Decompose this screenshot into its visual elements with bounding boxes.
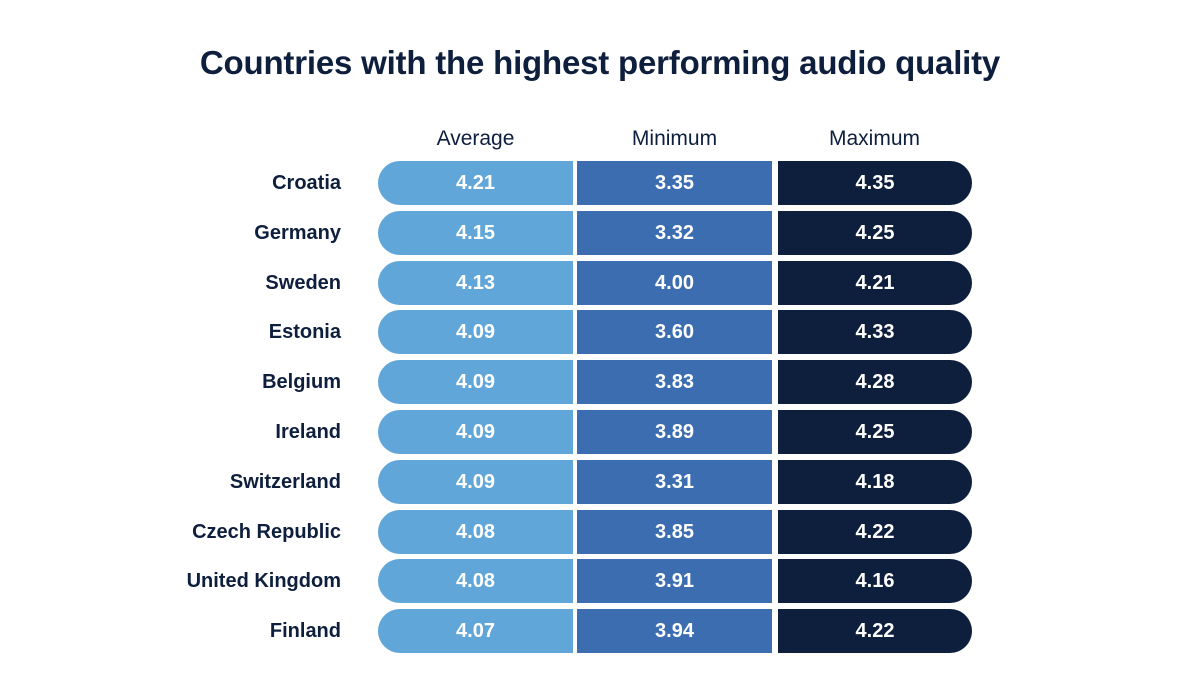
- table-row: Germany 4.15 3.32 4.25: [0, 211, 1200, 255]
- cell-maximum: 4.16: [778, 559, 972, 603]
- cell-maximum: 4.18: [778, 460, 972, 504]
- table-row: United Kingdom 4.08 3.91 4.16: [0, 559, 1200, 603]
- row-label-country: Belgium: [262, 371, 341, 393]
- table-row: Croatia 4.21 3.35 4.35: [0, 161, 1200, 205]
- cell-maximum: 4.35: [778, 161, 972, 205]
- cell-maximum: 4.33: [778, 310, 972, 354]
- cell-minimum: 3.85: [577, 510, 772, 554]
- cell-maximum: 4.25: [778, 410, 972, 454]
- chart-title: Countries with the highest performing au…: [199, 44, 1001, 81]
- cell-average: 4.21: [378, 161, 573, 205]
- row-label-country: Croatia: [272, 172, 341, 194]
- cell-average: 4.09: [378, 310, 573, 354]
- cell-minimum: 4.00: [577, 261, 772, 305]
- row-label-country: United Kingdom: [186, 570, 341, 592]
- cell-minimum: 3.91: [577, 559, 772, 603]
- cell-average: 4.07: [378, 609, 573, 653]
- cell-minimum: 3.31: [577, 460, 772, 504]
- cell-average: 4.13: [378, 261, 573, 305]
- cell-average: 4.08: [378, 510, 573, 554]
- row-label-country: Sweden: [265, 272, 341, 294]
- row-label-country: Switzerland: [229, 471, 341, 493]
- table-row: Belgium 4.09 3.83 4.28: [0, 360, 1200, 404]
- table-row: Sweden 4.13 4.00 4.21: [0, 261, 1200, 305]
- table-row: Switzerland 4.09 3.31 4.18: [0, 460, 1200, 504]
- table-row: Finland 4.07 3.94 4.22: [0, 609, 1200, 653]
- row-label-country: Ireland: [275, 421, 341, 443]
- cell-maximum: 4.21: [778, 261, 972, 305]
- table-row: Ireland 4.09 3.89 4.25: [0, 410, 1200, 454]
- cell-average: 4.15: [378, 211, 573, 255]
- column-header-maximum: Maximum: [828, 127, 920, 150]
- cell-minimum: 3.32: [577, 211, 772, 255]
- row-label-country: Germany: [254, 222, 341, 244]
- row-label-country: Czech Republic: [192, 521, 341, 543]
- column-header-minimum: Minimum: [631, 127, 718, 150]
- cell-maximum: 4.22: [778, 609, 972, 653]
- cell-minimum: 3.89: [577, 410, 772, 454]
- cell-minimum: 3.94: [577, 609, 772, 653]
- cell-maximum: 4.28: [778, 360, 972, 404]
- row-label-country: Estonia: [268, 321, 341, 343]
- cell-average: 4.09: [378, 460, 573, 504]
- cell-average: 4.08: [378, 559, 573, 603]
- cell-maximum: 4.22: [778, 510, 972, 554]
- row-label-country: Finland: [269, 620, 341, 642]
- cell-average: 4.09: [378, 360, 573, 404]
- column-header-average: Average: [436, 127, 515, 150]
- cell-minimum: 3.83: [577, 360, 772, 404]
- table-row: Czech Republic 4.08 3.85 4.22: [0, 510, 1200, 554]
- table-row: Estonia 4.09 3.60 4.33: [0, 310, 1200, 354]
- cell-minimum: 3.60: [577, 310, 772, 354]
- cell-maximum: 4.25: [778, 211, 972, 255]
- cell-average: 4.09: [378, 410, 573, 454]
- cell-minimum: 3.35: [577, 161, 772, 205]
